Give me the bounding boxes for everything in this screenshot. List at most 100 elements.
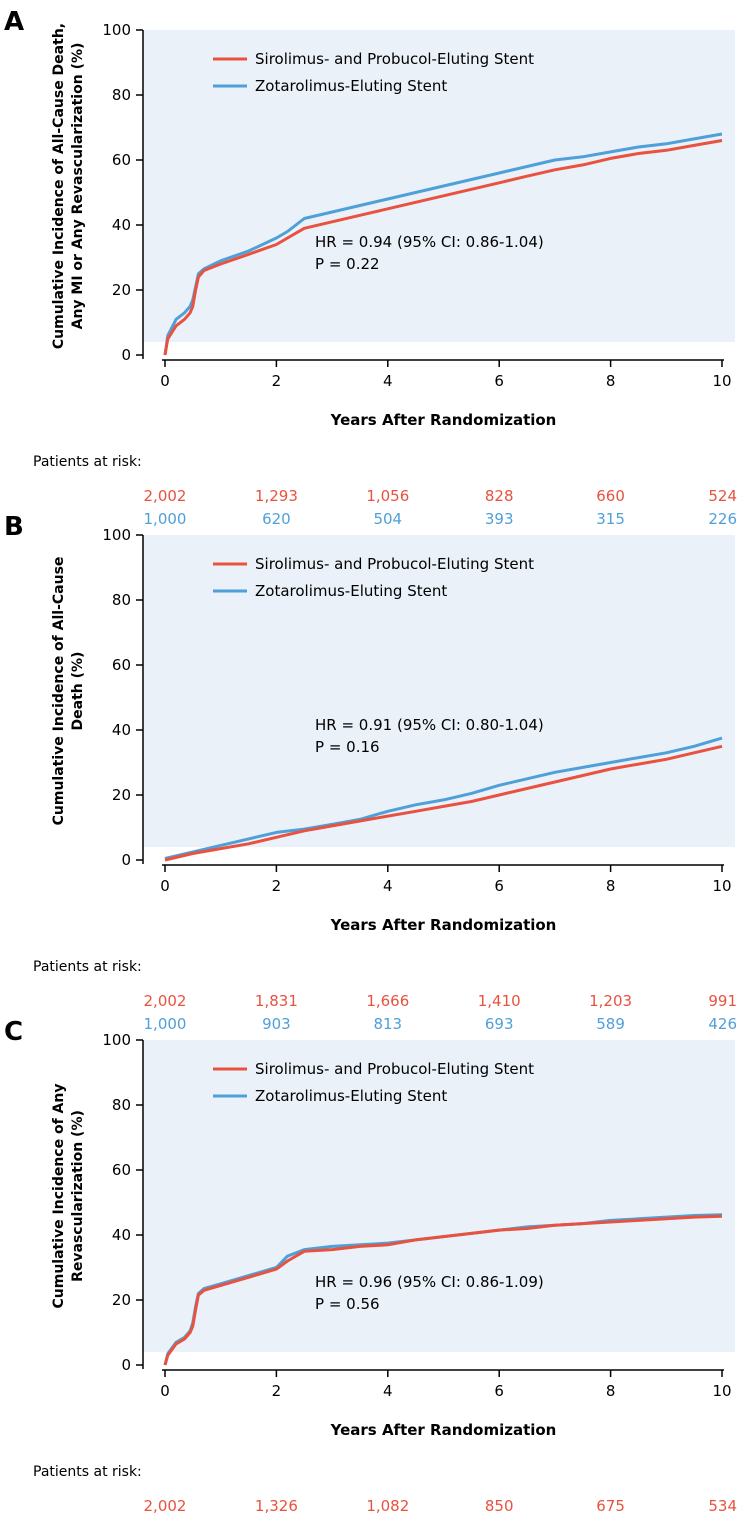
x-tick-label: 2 — [272, 877, 282, 895]
x-tick-label: 2 — [272, 372, 282, 390]
y-tick-label: 0 — [121, 1356, 131, 1374]
x-tick-label: 0 — [160, 1382, 170, 1400]
x-tick-label: 6 — [494, 877, 504, 895]
risk-count-sirolimus: 675 — [596, 1497, 625, 1515]
x-tick-label: 8 — [606, 372, 616, 390]
risk-count-sirolimus: 2,002 — [144, 992, 187, 1010]
x-tick-label: 4 — [383, 372, 393, 390]
risk-count-sirolimus: 524 — [708, 487, 737, 505]
series-line-zotarolimus — [163, 132, 723, 356]
risk-count-sirolimus: 2,002 — [144, 1497, 187, 1515]
x-tick-label: 6 — [494, 372, 504, 390]
risk-count-zotarolimus: 1,000 — [144, 510, 187, 528]
y-tick-label: 20 — [112, 281, 131, 299]
risk-count-sirolimus: 660 — [596, 487, 625, 505]
y-axis-title: Cumulative Incidence of All-Cause Death, — [51, 23, 67, 349]
y-tick-label: 60 — [112, 151, 131, 169]
risk-count-zotarolimus: 620 — [262, 510, 291, 528]
series-line-sirolimus — [164, 744, 723, 862]
risk-count-sirolimus: 850 — [485, 1497, 514, 1515]
y-axis-title: Cumulative Incidence of Any — [51, 1084, 67, 1309]
risk-count-zotarolimus: 226 — [708, 510, 737, 528]
y-tick-label: 60 — [112, 656, 131, 674]
x-tick-label: 10 — [712, 877, 731, 895]
risk-table-title: Patients at risk: — [33, 454, 142, 470]
risk-count-zotarolimus: 813 — [373, 1015, 402, 1033]
risk-count-sirolimus: 1,082 — [366, 1497, 409, 1515]
x-tick-label: 2 — [272, 1382, 282, 1400]
x-tick-label: 10 — [712, 372, 731, 390]
panel-letter: B — [4, 512, 24, 542]
risk-count-sirolimus: 534 — [708, 1497, 737, 1515]
panel-letter: A — [4, 7, 24, 37]
risk-count-sirolimus: 2,002 — [144, 487, 187, 505]
y-tick-label: 100 — [102, 526, 131, 544]
y-tick-label: 40 — [112, 721, 131, 739]
x-axis-title: Years After Randomization — [330, 916, 557, 934]
risk-table-title: Patients at risk: — [33, 959, 142, 975]
x-axis-title: Years After Randomization — [330, 411, 557, 429]
y-tick-label: 40 — [112, 1226, 131, 1244]
risk-count-zotarolimus: 504 — [373, 510, 402, 528]
hr-annotation: HR = 0.91 (95% CI: 0.80-1.04) — [315, 716, 544, 734]
risk-count-sirolimus: 1,410 — [478, 992, 521, 1010]
x-tick-label: 0 — [160, 877, 170, 895]
risk-count-sirolimus: 1,203 — [589, 992, 632, 1010]
legend-label: Zotarolimus-Eluting Stent — [255, 77, 447, 95]
risk-count-zotarolimus: 426 — [708, 1015, 737, 1033]
x-tick-label: 4 — [383, 1382, 393, 1400]
legend-label: Zotarolimus-Eluting Stent — [255, 582, 447, 600]
plot-background — [143, 1040, 735, 1352]
risk-count-sirolimus: 991 — [708, 992, 737, 1010]
risk-count-sirolimus: 1,326 — [255, 1497, 298, 1515]
x-tick-label: 8 — [606, 877, 616, 895]
y-tick-label: 0 — [121, 851, 131, 869]
risk-count-zotarolimus: 393 — [485, 510, 514, 528]
risk-table-title: Patients at risk: — [33, 1464, 142, 1480]
series-line-zotarolimus — [164, 736, 723, 860]
y-tick-label: 0 — [121, 346, 131, 364]
y-axis-title: Any MI or Any Revascularization (%) — [70, 43, 86, 330]
series-line-sirolimus — [163, 1214, 723, 1366]
y-tick-label: 80 — [112, 591, 131, 609]
x-tick-label: 6 — [494, 1382, 504, 1400]
p-value-annotation: P = 0.56 — [315, 1295, 380, 1313]
y-tick-label: 20 — [112, 786, 131, 804]
p-value-annotation: P = 0.22 — [315, 255, 380, 273]
y-tick-label: 100 — [102, 1031, 131, 1049]
hr-annotation: HR = 0.96 (95% CI: 0.86-1.09) — [315, 1273, 544, 1291]
series-line-sirolimus — [163, 139, 723, 356]
risk-count-zotarolimus: 903 — [262, 1015, 291, 1033]
risk-count-sirolimus: 1,666 — [366, 992, 409, 1010]
panel-letter: C — [4, 1017, 23, 1047]
y-axis-title: Cumulative Incidence of All-Cause — [51, 557, 67, 826]
x-axis-title: Years After Randomization — [330, 1421, 557, 1439]
y-tick-label: 20 — [112, 1291, 131, 1309]
risk-count-sirolimus: 1,831 — [255, 992, 298, 1010]
legend-label: Sirolimus- and Probucol-Eluting Stent — [255, 555, 534, 573]
y-tick-label: 60 — [112, 1161, 131, 1179]
plot-background — [143, 535, 735, 847]
risk-count-zotarolimus: 315 — [596, 510, 625, 528]
risk-count-zotarolimus: 693 — [485, 1015, 514, 1033]
risk-count-zotarolimus: 1,000 — [144, 1015, 187, 1033]
y-tick-label: 80 — [112, 86, 131, 104]
risk-count-zotarolimus: 589 — [596, 1015, 625, 1033]
legend-label: Zotarolimus-Eluting Stent — [255, 1087, 447, 1105]
y-tick-label: 40 — [112, 216, 131, 234]
p-value-annotation: P = 0.16 — [315, 738, 380, 756]
x-tick-label: 4 — [383, 877, 393, 895]
y-axis-title: Death (%) — [70, 652, 86, 731]
risk-count-sirolimus: 1,056 — [366, 487, 409, 505]
y-tick-label: 80 — [112, 1096, 131, 1114]
risk-count-sirolimus: 828 — [485, 487, 514, 505]
y-tick-label: 100 — [102, 21, 131, 39]
x-tick-label: 0 — [160, 372, 170, 390]
y-axis-title: Revascularization (%) — [70, 1110, 86, 1282]
x-tick-label: 10 — [712, 1382, 731, 1400]
risk-count-sirolimus: 1,293 — [255, 487, 298, 505]
legend-label: Sirolimus- and Probucol-Eluting Stent — [255, 1060, 534, 1078]
x-tick-label: 8 — [606, 1382, 616, 1400]
hr-annotation: HR = 0.94 (95% CI: 0.86-1.04) — [315, 233, 544, 251]
